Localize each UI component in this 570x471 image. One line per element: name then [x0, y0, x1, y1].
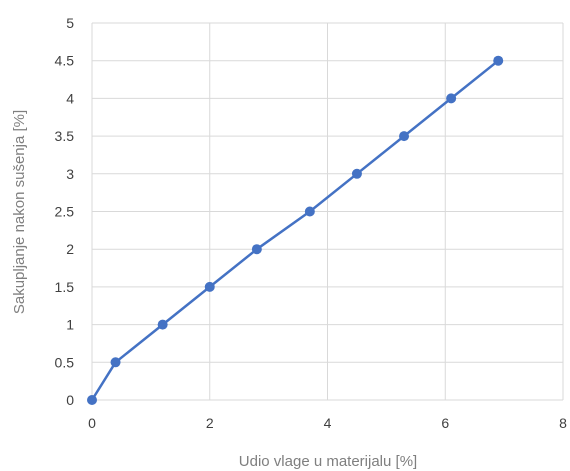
y-tick-label: 0.5	[55, 354, 75, 370]
x-tick-label: 0	[88, 415, 96, 431]
grid-lines	[92, 23, 563, 400]
x-tick-label: 8	[559, 415, 567, 431]
data-point	[111, 357, 121, 367]
data-point	[352, 169, 362, 179]
data-point	[87, 395, 97, 405]
x-tick-label: 2	[206, 415, 214, 431]
series-line	[92, 61, 498, 400]
x-tick-label: 4	[324, 415, 332, 431]
y-tick-label: 2	[66, 241, 74, 257]
data-point	[305, 207, 315, 217]
x-tick-label: 6	[441, 415, 449, 431]
y-tick-label: 3.5	[55, 128, 75, 144]
x-axis-title: Udio vlage u materijalu [%]	[239, 453, 417, 470]
data-series	[87, 56, 503, 405]
y-tick-label: 1.5	[55, 279, 75, 295]
y-axis-title: Sakupljanje nakon sušenja [%]	[11, 110, 28, 314]
y-tick-label: 4.5	[55, 53, 75, 69]
y-tick-label: 1	[66, 317, 74, 333]
y-tick-label: 5	[66, 15, 74, 31]
data-point	[205, 282, 215, 292]
data-point	[446, 93, 456, 103]
y-tick-label: 4	[66, 90, 74, 106]
y-tick-label: 3	[66, 166, 74, 182]
y-tick-label: 2.5	[55, 204, 75, 220]
tick-labels: 0 0.5 1 1.5 2 2.5 3 3.5 4 4.5 5 0 2 4 6 8	[55, 15, 568, 431]
data-point	[252, 244, 262, 254]
data-point	[158, 320, 168, 330]
data-point	[493, 56, 503, 66]
data-point	[399, 131, 409, 141]
y-tick-label: 0	[66, 392, 74, 408]
